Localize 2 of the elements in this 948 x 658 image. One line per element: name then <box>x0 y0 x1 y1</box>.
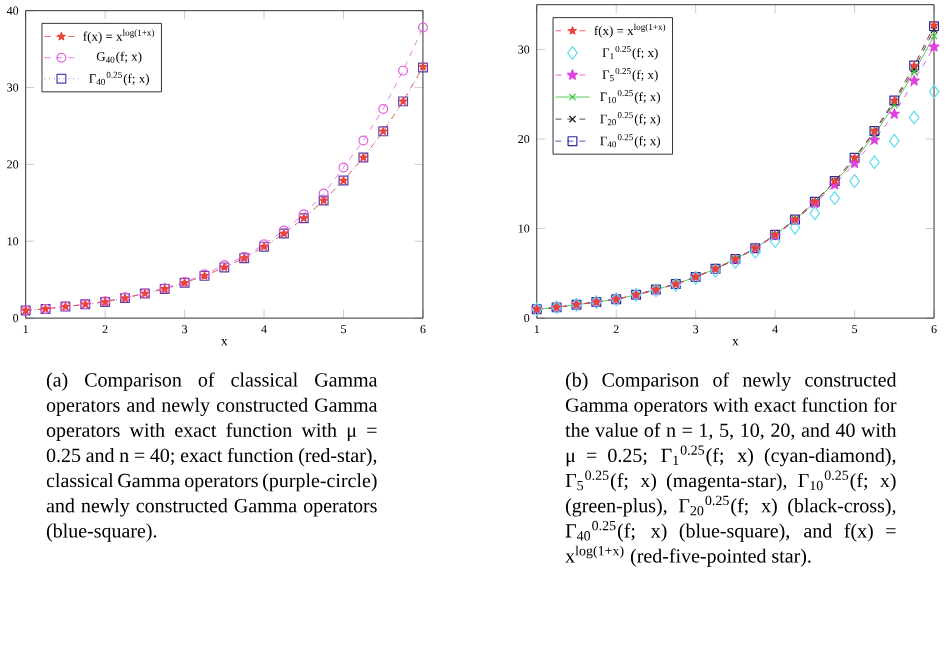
text: (a) Comparison of classical Gamma operators and newly constructed Gamma operators with exact function with μ = 0.25 and n = 40; exact function (red-star), classical Gamma operators (purple-circle) and newly constructed Gamma operators (blue-square). <box>46 372 378 542</box>
text: (b) Comparison of newly constructed Gamma operators with exact function for the value of n = 1, 5, 10, 20, and 40 with μ = 0.25; Γ$_{1}$$^{0.25}$(f; x) (cyan-diamond), Γ$_{5}$$^{0.25}$(f; x) (magenta-star), Γ$_{10}$$^{0.25}$(f; x) (green-plus), Γ$_{20}$$^{0.25}$(f; x) (black-cross), Γ$_{40}$$^{0.25}$(f; x) (blue-square), and f(x) = x$^{log(1+x)}$ (red-five-pointed star). <box>565 372 897 568</box>
